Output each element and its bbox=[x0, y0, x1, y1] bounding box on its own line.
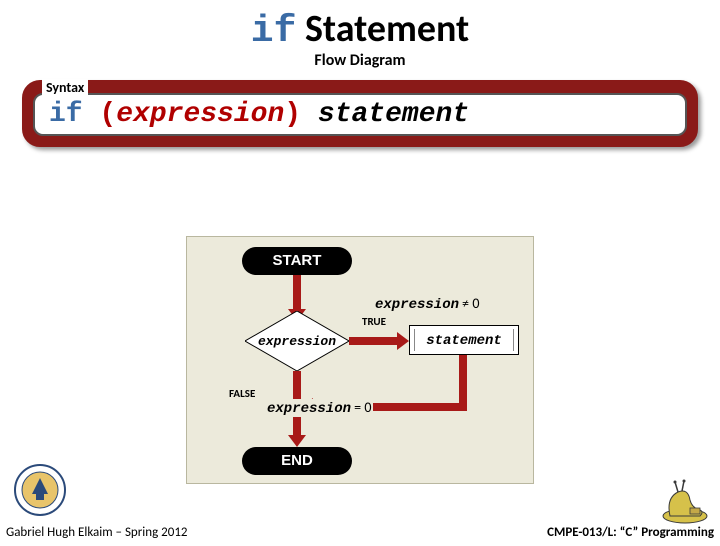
title-rest: Statement bbox=[296, 6, 469, 52]
slug-mascot-icon bbox=[660, 478, 710, 524]
node-end: END bbox=[242, 447, 352, 475]
node-start: START bbox=[242, 247, 352, 275]
arrow-start-to-decision bbox=[293, 275, 301, 311]
label-true-expr: expression bbox=[375, 297, 459, 313]
syntax-statement: statement bbox=[318, 99, 469, 130]
label-true: TRUE bbox=[362, 315, 386, 328]
slide-subtitle: Flow Diagram bbox=[0, 51, 720, 70]
syntax-expression: expression bbox=[116, 99, 284, 130]
uc-seal-icon bbox=[14, 464, 66, 516]
node-decision: expression bbox=[245, 311, 349, 371]
syntax-close-paren: ) bbox=[284, 99, 301, 130]
syntax-panel: Syntax if (expression) statement bbox=[22, 80, 698, 147]
slide-title: if Statement bbox=[0, 6, 720, 53]
syntax-open-paren: ( bbox=[99, 99, 116, 130]
label-false-condition: expression = 0 bbox=[265, 399, 373, 417]
syntax-code: if (expression) statement bbox=[33, 93, 687, 136]
syntax-keyword: if bbox=[49, 99, 83, 130]
flow-diagram: START expression expression ≠ 0 TRUE sta… bbox=[186, 236, 534, 484]
label-false: FALSE bbox=[229, 387, 255, 400]
label-false-expr: expression bbox=[267, 401, 351, 417]
title-keyword: if bbox=[251, 10, 297, 53]
footer-course: CMPE-013/L: “C” Programming bbox=[547, 525, 714, 540]
footer-author: Gabriel Hugh Elkaim – Spring 2012 bbox=[6, 525, 188, 540]
syntax-outer-box: if (expression) statement bbox=[22, 80, 698, 147]
syntax-label: Syntax bbox=[42, 79, 88, 96]
node-statement: statement bbox=[409, 325, 519, 355]
node-decision-label: expression bbox=[245, 311, 349, 371]
arrow-decision-to-statement bbox=[349, 337, 399, 345]
label-true-condition: expression ≠ 0 bbox=[375, 295, 479, 313]
